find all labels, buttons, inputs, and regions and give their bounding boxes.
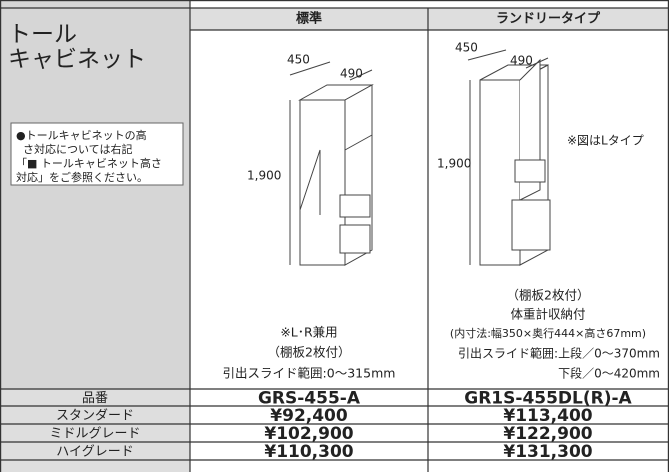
dimension: 490 xyxy=(340,67,363,81)
note-line: 対応」をご参照ください。 xyxy=(16,170,148,184)
note-box xyxy=(10,122,184,186)
row-value: GR1S-455DL(R)-A xyxy=(464,389,632,409)
cabinet-drawing xyxy=(467,49,551,266)
row-value: ¥92,400 xyxy=(270,406,348,426)
row-label: ミドルグレード xyxy=(49,427,140,442)
figure-note: ※図はLタイプ xyxy=(567,134,644,148)
left-cell xyxy=(0,0,190,389)
header-row xyxy=(190,8,669,30)
row-value: ¥131,300 xyxy=(503,442,592,462)
label-column xyxy=(0,389,190,472)
row-value: ¥113,400 xyxy=(503,406,592,426)
row-value: ¥122,900 xyxy=(503,424,592,444)
dimension: 490 xyxy=(510,54,533,68)
dimension: 450 xyxy=(455,41,478,55)
spec-note: 引出スライド範囲:上段／0～370mm xyxy=(458,346,660,361)
spec-note: (内寸法:幅350×奥行444×高さ67mm) xyxy=(450,326,646,340)
row-value: ¥110,300 xyxy=(264,442,353,462)
column-header: ランドリータイプ xyxy=(496,12,601,27)
spec-note: 下段／0～420mm xyxy=(558,366,660,381)
dimension: 450 xyxy=(287,53,310,67)
spec-note: 引出スライド範囲:0～315mm xyxy=(223,366,396,381)
dimension: 1,900 xyxy=(437,157,471,171)
row-label: ハイグレード xyxy=(56,445,133,460)
dimension: 1,900 xyxy=(247,169,281,183)
row-label: スタンダード xyxy=(56,409,134,424)
spec-note: ※L･R兼用 xyxy=(280,325,337,340)
spec-note: 体重計収納付 xyxy=(510,307,585,322)
column-header: 標準 xyxy=(296,11,322,27)
row-value: GRS-455-A xyxy=(258,389,361,409)
note-line: ●トールキャビネットの高 xyxy=(16,128,147,142)
note-line: さ対応については右記 xyxy=(23,142,132,156)
product-title: キャビネット xyxy=(8,47,146,73)
product-title: トール xyxy=(8,22,77,48)
row-label: 品番 xyxy=(82,391,108,406)
spec-note: （棚板2枚付） xyxy=(507,288,590,303)
cabinet-drawing xyxy=(289,61,374,266)
note-line: 「■ トールキャビネット高さ xyxy=(16,156,162,170)
spec-note: （棚板2枚付） xyxy=(268,345,351,360)
row-value: ¥102,900 xyxy=(264,424,353,444)
